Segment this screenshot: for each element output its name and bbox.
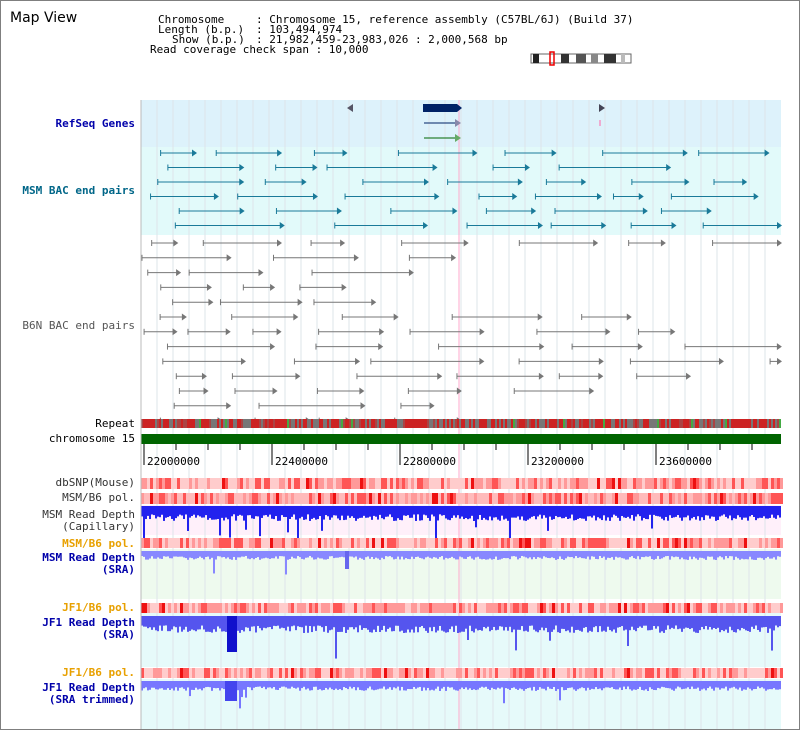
- track-label-repeat: Repeat: [95, 417, 135, 430]
- show-key: Show (b.p.): [172, 33, 245, 46]
- length-value: : 103,494,974: [256, 23, 343, 36]
- track-label-jf1-pol-2[interactable]: JF1/B6 pol.: [62, 666, 135, 679]
- track-label-dbsnp[interactable]: dbSNP(Mouse): [55, 476, 135, 489]
- track-label-jf1-depth-trim-sub: (SRA trimmed): [48, 693, 135, 706]
- track-label-msm-depth-sra[interactable]: MSM Read Depth: [42, 551, 135, 564]
- track-label-jf1-depth-sra-sub: (SRA): [101, 628, 135, 641]
- ruler-tick-4: 23200000: [531, 455, 584, 468]
- jf1-read-depth-sra: [141, 616, 781, 659]
- ruler-tick-5: 23600000: [659, 455, 712, 468]
- chromosome-key: Chromosome: [158, 13, 225, 26]
- ruler-tick-2: 22400000: [275, 455, 328, 468]
- track-label-chromosome: chromosome 15: [48, 432, 135, 445]
- jf1-b6-pol-track-1: [141, 603, 783, 613]
- b6n-bac-pairs[interactable]: [141, 239, 782, 425]
- page-title: Map View: [10, 10, 78, 26]
- msm-b6-pol-track-2: [141, 538, 783, 548]
- track-label-msm-depth-sra-sub: (SRA): [101, 563, 135, 576]
- track-label-b6n-bac[interactable]: B6N BAC end pairs: [22, 319, 135, 332]
- show-value: : 21,982,459-23,983,026 : 2,000,568 bp: [256, 33, 508, 46]
- ruler-tick-3: 22800000: [403, 455, 456, 468]
- track-label-msm-bac[interactable]: MSM BAC end pairs: [22, 184, 135, 197]
- repeat-track: [141, 419, 781, 428]
- msm-b6-pol-track-1: [141, 493, 783, 504]
- chromosome-bar: [141, 434, 781, 444]
- chromosome-ideogram[interactable]: [530, 51, 632, 66]
- msm-read-depth-sra: [141, 551, 781, 575]
- track-label-msm-pol-2[interactable]: MSM/B6 pol.: [62, 537, 135, 550]
- track-label-jf1-depth-trim[interactable]: JF1 Read Depth: [42, 681, 135, 694]
- track-label-msm-depth-cap[interactable]: MSM Read Depth: [42, 508, 135, 521]
- coverage-span: Read coverage check span : 10,000: [150, 43, 369, 56]
- track-label-jf1-depth-sra[interactable]: JF1 Read Depth: [42, 616, 135, 629]
- track-label-jf1-pol-1[interactable]: JF1/B6 pol.: [62, 601, 135, 614]
- refseq-genes-features[interactable]: [347, 104, 605, 142]
- msm-read-depth-capillary: [141, 506, 781, 547]
- chromosome-value: : Chromosome 15, reference assembly (C57…: [256, 13, 634, 26]
- ideogram-position-marker: [549, 51, 555, 66]
- length-key: Length (b.p.): [158, 23, 245, 36]
- track-label-refseq[interactable]: RefSeq Genes: [55, 117, 135, 130]
- jf1-b6-pol-track-2: [141, 668, 783, 678]
- dbsnp-track: [141, 478, 783, 489]
- track-label-msm-pol-1[interactable]: MSM/B6 pol.: [62, 491, 135, 504]
- track-label-msm-depth-cap-sub: (Capillary): [62, 520, 135, 533]
- jf1-read-depth-sra-trimmed: [141, 681, 781, 709]
- ruler-tick-1: 22000000: [147, 455, 200, 468]
- position-ruler: [143, 444, 753, 465]
- msm-bac-pairs[interactable]: [150, 149, 782, 230]
